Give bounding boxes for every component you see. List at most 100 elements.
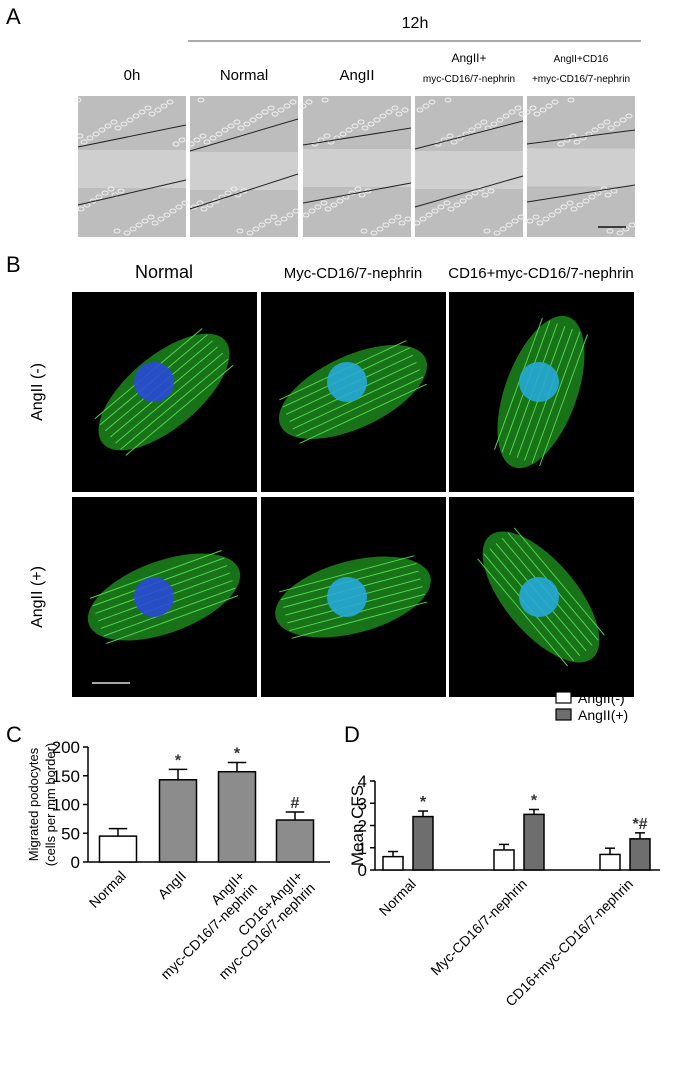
cell bbox=[437, 204, 445, 210]
wound-edge bbox=[302, 182, 412, 204]
wound-edge bbox=[302, 127, 412, 146]
cell bbox=[249, 117, 257, 123]
cell bbox=[327, 139, 335, 145]
cell bbox=[224, 190, 232, 196]
cell bbox=[453, 202, 461, 208]
cell bbox=[221, 127, 229, 133]
column-label: +myc-CD16/7-nephrin bbox=[532, 74, 630, 85]
legend-label: AngII(-) bbox=[578, 690, 625, 706]
cell bbox=[160, 103, 168, 109]
cell bbox=[545, 103, 553, 109]
column-label: AngII+ bbox=[451, 51, 486, 65]
cell bbox=[443, 200, 451, 206]
panel-label: A bbox=[6, 4, 21, 29]
cell bbox=[533, 111, 541, 117]
cell bbox=[289, 99, 297, 105]
cell bbox=[551, 99, 559, 105]
cell bbox=[292, 208, 300, 214]
row-label: AngII (-) bbox=[29, 363, 46, 421]
cell bbox=[557, 141, 565, 147]
cell bbox=[237, 125, 245, 131]
y-tick-label: 0 bbox=[358, 861, 367, 880]
cell bbox=[141, 218, 149, 224]
nucleus bbox=[327, 362, 367, 402]
stress-fiber bbox=[477, 558, 568, 667]
cell bbox=[110, 119, 118, 125]
cell bbox=[345, 127, 353, 133]
row-label: AngII (+) bbox=[29, 566, 46, 628]
cell bbox=[258, 222, 266, 228]
cell bbox=[419, 216, 427, 222]
column-label: CD16+myc-CD16/7-nephrin bbox=[448, 265, 634, 282]
significance-mark: * bbox=[531, 792, 538, 809]
panel-label: D bbox=[344, 722, 360, 747]
stress-fiber bbox=[125, 365, 234, 456]
stress-fiber bbox=[115, 352, 224, 444]
cell bbox=[120, 121, 128, 127]
bar bbox=[599, 853, 621, 871]
cell bbox=[446, 133, 454, 139]
stress-fiber bbox=[106, 595, 239, 644]
cell bbox=[95, 194, 103, 200]
cell bbox=[610, 188, 618, 194]
wound-edge bbox=[526, 184, 636, 203]
stress-fiber bbox=[296, 376, 424, 437]
cell bbox=[74, 97, 82, 103]
cell bbox=[321, 97, 329, 103]
cell bbox=[604, 192, 612, 198]
cell bbox=[271, 111, 279, 117]
y-tick-label: 150 bbox=[52, 767, 80, 786]
column-label: Myc-CD16/7-nephrin bbox=[284, 265, 422, 282]
cell bbox=[490, 121, 498, 127]
wound-area bbox=[527, 148, 635, 187]
y-tick-label: 200 bbox=[52, 738, 80, 757]
cell bbox=[280, 216, 288, 222]
bar bbox=[382, 855, 404, 871]
cell bbox=[542, 216, 550, 222]
cell bbox=[77, 206, 85, 212]
cell bbox=[447, 206, 455, 212]
wound-area bbox=[78, 150, 186, 188]
cell bbox=[573, 139, 581, 145]
panel-label: B bbox=[6, 252, 21, 277]
column-label: 0h bbox=[124, 67, 141, 84]
cell bbox=[157, 216, 165, 222]
cell bbox=[401, 107, 409, 113]
nucleus bbox=[519, 362, 559, 402]
cell bbox=[606, 228, 614, 234]
y-tick-label: 4 bbox=[358, 772, 367, 791]
significance-mark: * bbox=[175, 752, 182, 769]
bar bbox=[217, 770, 257, 863]
y-tick-label: 0 bbox=[71, 853, 80, 872]
cell bbox=[101, 190, 109, 196]
cell bbox=[361, 125, 369, 131]
cell bbox=[243, 121, 251, 127]
cell bbox=[286, 212, 294, 218]
bar bbox=[493, 849, 515, 871]
cell bbox=[233, 119, 241, 125]
column-label: Normal bbox=[220, 67, 268, 84]
cell bbox=[468, 127, 476, 133]
cell bbox=[474, 123, 482, 129]
timepoint: 12h bbox=[402, 15, 429, 32]
cell bbox=[197, 97, 205, 103]
cell bbox=[187, 141, 195, 147]
cell bbox=[135, 222, 143, 228]
bar bbox=[412, 815, 434, 871]
cell bbox=[274, 220, 282, 226]
wound-edge bbox=[77, 124, 187, 148]
cell bbox=[567, 97, 575, 103]
cell bbox=[607, 125, 615, 131]
significance-mark: *# bbox=[632, 816, 647, 833]
cell bbox=[114, 125, 122, 131]
cell bbox=[169, 208, 177, 214]
cell bbox=[425, 212, 433, 218]
nucleus bbox=[519, 577, 559, 617]
cell bbox=[471, 190, 479, 196]
cell bbox=[526, 218, 534, 224]
bar bbox=[98, 835, 138, 863]
stress-fiber bbox=[531, 331, 581, 464]
cell bbox=[252, 226, 260, 232]
y-axis-label: Migrated podocytes bbox=[26, 747, 41, 861]
cell bbox=[196, 200, 204, 206]
